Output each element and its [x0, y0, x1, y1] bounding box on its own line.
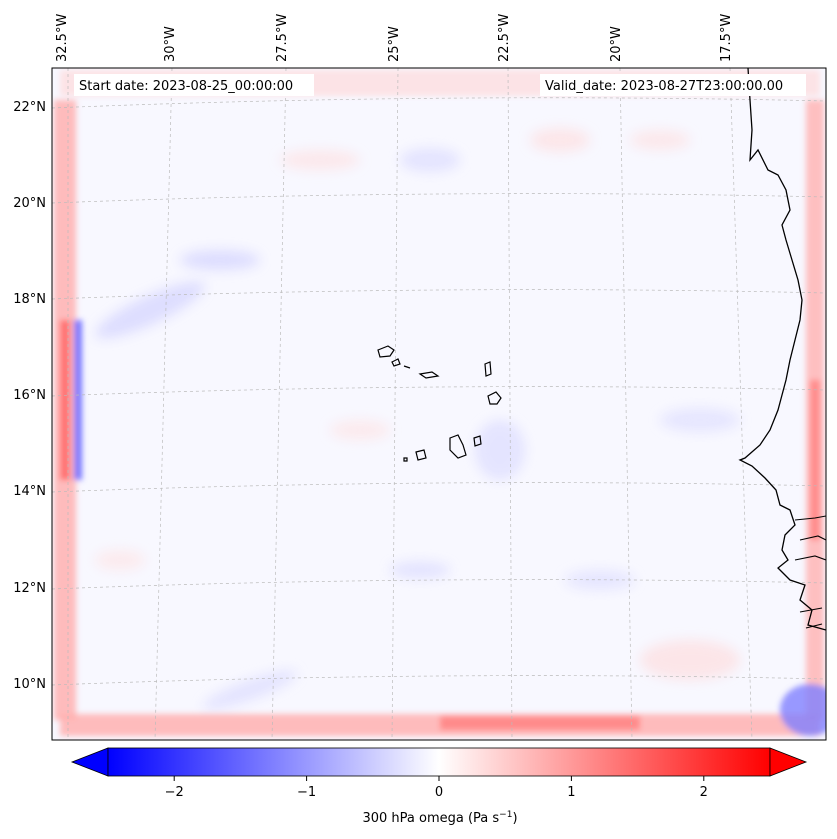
latitude-label: 14°N — [13, 484, 46, 499]
colorbar-extend-max — [769, 747, 808, 777]
omega-field: Start date: 2023-08-25_00:00:00 Valid_da… — [52, 68, 826, 740]
graticule — [52, 68, 826, 740]
valid-date-box — [540, 74, 806, 96]
colorbar: −2 −1 0 1 2 300 hPa omega (Pa s−1) — [70, 747, 808, 826]
latitude-label: 10°N — [13, 677, 46, 692]
start-date-box — [74, 74, 314, 96]
colorbar-extend-min — [70, 747, 109, 777]
colorbar-tick-label: −2 — [165, 785, 184, 800]
start-date-label: Start date: 2023-08-25_00:00:00 — [79, 79, 293, 94]
latitude-label: 18°N — [13, 292, 46, 307]
latitude-label: 22°N — [13, 100, 46, 115]
valid-date-label: Valid_date: 2023-08-27T23:00:00.00 — [545, 79, 783, 94]
colorbar-tick-label: 2 — [700, 785, 708, 800]
colorbar-tick-label: 0 — [435, 785, 443, 800]
colorbar-label: 300 hPa omega (Pa s−1) — [362, 810, 517, 826]
longitude-label: 17.5°W — [719, 14, 734, 62]
colorbar-ramp — [107, 747, 771, 777]
longitude-labels: 32.5°W 30°W 27.5°W 25°W 22.5°W 20°W 17.5°W — [55, 14, 734, 62]
longitude-label: 32.5°W — [55, 14, 70, 62]
map-frame — [51, 67, 827, 741]
longitude-label: 27.5°W — [275, 14, 290, 62]
latitude-labels: 22°N 20°N 18°N 16°N 14°N 12°N 10°N — [13, 100, 46, 692]
latitude-label: 20°N — [13, 196, 46, 211]
colorbar-tick-label: −1 — [297, 785, 316, 800]
latitude-label: 12°N — [13, 581, 46, 596]
longitude-label: 22.5°W — [497, 14, 512, 62]
longitude-label: 30°W — [163, 26, 178, 62]
longitude-label: 20°W — [609, 26, 624, 62]
cape-verde-islands — [377, 345, 502, 462]
longitude-label: 25°W — [387, 26, 402, 62]
african-coastline — [738, 68, 826, 631]
colorbar-tick-label: 1 — [567, 785, 575, 800]
latitude-label: 16°N — [13, 388, 46, 403]
